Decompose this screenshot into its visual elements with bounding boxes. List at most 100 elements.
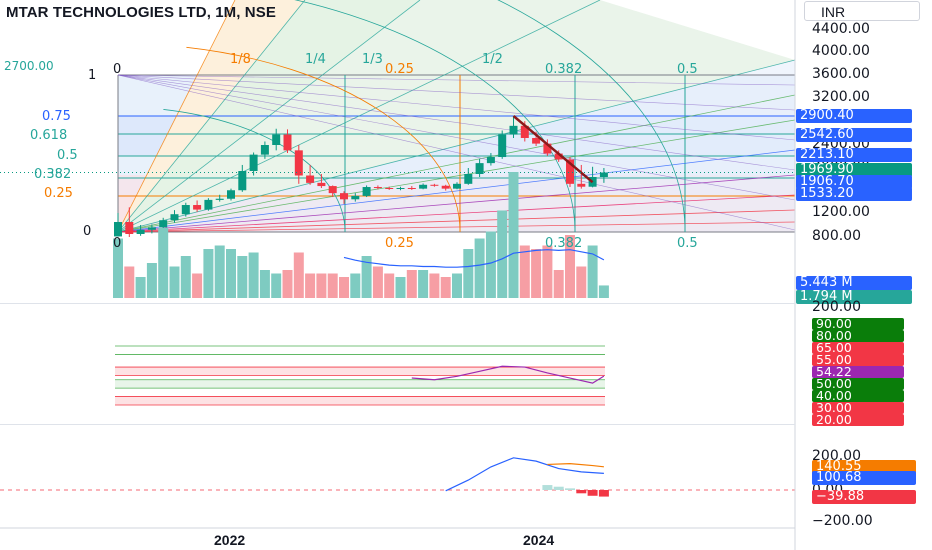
candle bbox=[204, 199, 213, 210]
fib-level-label: 0.618 bbox=[30, 128, 68, 143]
candle bbox=[215, 198, 224, 200]
candle bbox=[227, 190, 235, 199]
candle bbox=[340, 193, 348, 200]
macd-histogram-bar bbox=[576, 490, 587, 494]
fib-level-label: 0.382 bbox=[34, 167, 72, 182]
gann-fan-ray-0 bbox=[117, 0, 236, 233]
candle bbox=[498, 134, 507, 158]
price-axis-tick: 3200.00 bbox=[812, 89, 870, 105]
rsi-tag: 65.00 bbox=[812, 341, 904, 354]
time-axis-tick: 2024 bbox=[523, 532, 555, 548]
gann-fan-ray-4 bbox=[117, 59, 796, 233]
candle bbox=[159, 220, 168, 228]
candle bbox=[554, 153, 563, 160]
volume-tag: 1.794 M bbox=[796, 290, 912, 304]
fib-time-label-bottom: 0.5 bbox=[677, 236, 698, 251]
volume-bar bbox=[531, 249, 542, 298]
candle bbox=[283, 134, 292, 151]
candle bbox=[509, 125, 518, 135]
candle bbox=[373, 187, 382, 189]
volume-bar bbox=[169, 266, 180, 298]
macd-signal-line bbox=[547, 462, 604, 468]
candle bbox=[407, 187, 416, 189]
fib-arc-2 bbox=[294, 0, 576, 233]
gann-fan-label: 1/3 bbox=[362, 52, 383, 67]
volume-bar bbox=[429, 273, 440, 298]
volume-bar bbox=[565, 235, 575, 298]
candle bbox=[520, 125, 529, 138]
volume-bar bbox=[576, 266, 587, 298]
candle bbox=[385, 187, 394, 189]
chart-title: MTAR TECHNOLOGIES LTD, 1M, NSE bbox=[6, 4, 276, 21]
volume-bar bbox=[135, 277, 146, 298]
candle bbox=[351, 195, 360, 200]
currency-selector[interactable]: INR bbox=[804, 1, 920, 21]
fib-arc-3 bbox=[497, 0, 686, 233]
volume-bar bbox=[339, 277, 349, 298]
gann-grid-ray-1 bbox=[117, 74, 796, 111]
candle bbox=[136, 229, 145, 234]
fib-arc-1 bbox=[186, 46, 461, 233]
volume-bar bbox=[452, 273, 462, 298]
candle bbox=[147, 227, 156, 230]
price-axis-tick: 800.00 bbox=[812, 228, 861, 244]
candle bbox=[114, 222, 122, 237]
gann-fan-ray-10 bbox=[117, 209, 796, 233]
gann-grid-ray-4 bbox=[117, 74, 796, 201]
volume-bar bbox=[508, 172, 519, 298]
fib-time-label: 0.25 bbox=[385, 62, 414, 77]
candle bbox=[441, 185, 450, 189]
volume-bar bbox=[361, 256, 372, 298]
volume-bar bbox=[248, 252, 259, 298]
rsi-axis-tick: 200.00 bbox=[812, 299, 861, 315]
volume-bar bbox=[293, 252, 304, 298]
fib-time-label: 0 bbox=[113, 62, 122, 77]
price-axis-tick: 3600.00 bbox=[812, 66, 870, 82]
rsi-tag: 20.00 bbox=[812, 413, 904, 426]
price-axis-tick: 4400.00 bbox=[812, 21, 870, 37]
gann-grid-ray-0 bbox=[117, 74, 796, 86]
macd-histogram-bar bbox=[542, 485, 553, 490]
volume-bar bbox=[237, 256, 248, 298]
volume-bar bbox=[395, 277, 406, 298]
fib-time-label-bottom: 0.25 bbox=[385, 236, 414, 251]
rsi-tag: 30.00 bbox=[812, 401, 904, 414]
fib-level-label: 0.75 bbox=[42, 109, 71, 124]
rsi-band-upper bbox=[115, 367, 605, 376]
fib-time-label: 0.382 bbox=[545, 62, 583, 77]
candle bbox=[475, 163, 484, 175]
volume-bar bbox=[553, 270, 564, 298]
rsi-tag: 54.22 bbox=[812, 365, 904, 378]
candle bbox=[193, 205, 202, 210]
volume-bar bbox=[440, 277, 451, 298]
volume-bar bbox=[542, 245, 553, 298]
volume-bar bbox=[418, 270, 429, 298]
candle bbox=[396, 187, 405, 189]
fib-arc-0 bbox=[163, 109, 346, 233]
candle bbox=[317, 182, 326, 187]
price-tag: 2213.10 bbox=[796, 148, 912, 162]
price-tag: 1969.90 bbox=[796, 163, 912, 177]
candle bbox=[419, 184, 428, 189]
volume-bar bbox=[372, 266, 383, 298]
volume-bar bbox=[271, 273, 282, 298]
currency-label: INR bbox=[821, 4, 846, 20]
gann-fan-ray-3 bbox=[117, 0, 601, 233]
volume-bar bbox=[350, 273, 361, 298]
macd-axis-tick: −200.00 bbox=[812, 513, 873, 529]
candle bbox=[362, 187, 371, 196]
fib-time-label: 0.5 bbox=[677, 62, 698, 77]
candle bbox=[486, 157, 495, 164]
volume-bar bbox=[485, 231, 496, 298]
pane-separator-rsi[interactable] bbox=[0, 303, 795, 304]
volume-bar bbox=[214, 245, 225, 298]
volume-bar bbox=[463, 249, 474, 298]
candle bbox=[566, 159, 574, 184]
volume-bar bbox=[259, 270, 270, 298]
gann-grid-ray-3 bbox=[117, 74, 796, 171]
volume-bar bbox=[327, 273, 338, 298]
rsi-tag: 90.00 bbox=[812, 317, 904, 330]
fib-time-label-bottom: 0.382 bbox=[545, 236, 583, 251]
pane-separator-macd[interactable] bbox=[0, 424, 795, 425]
